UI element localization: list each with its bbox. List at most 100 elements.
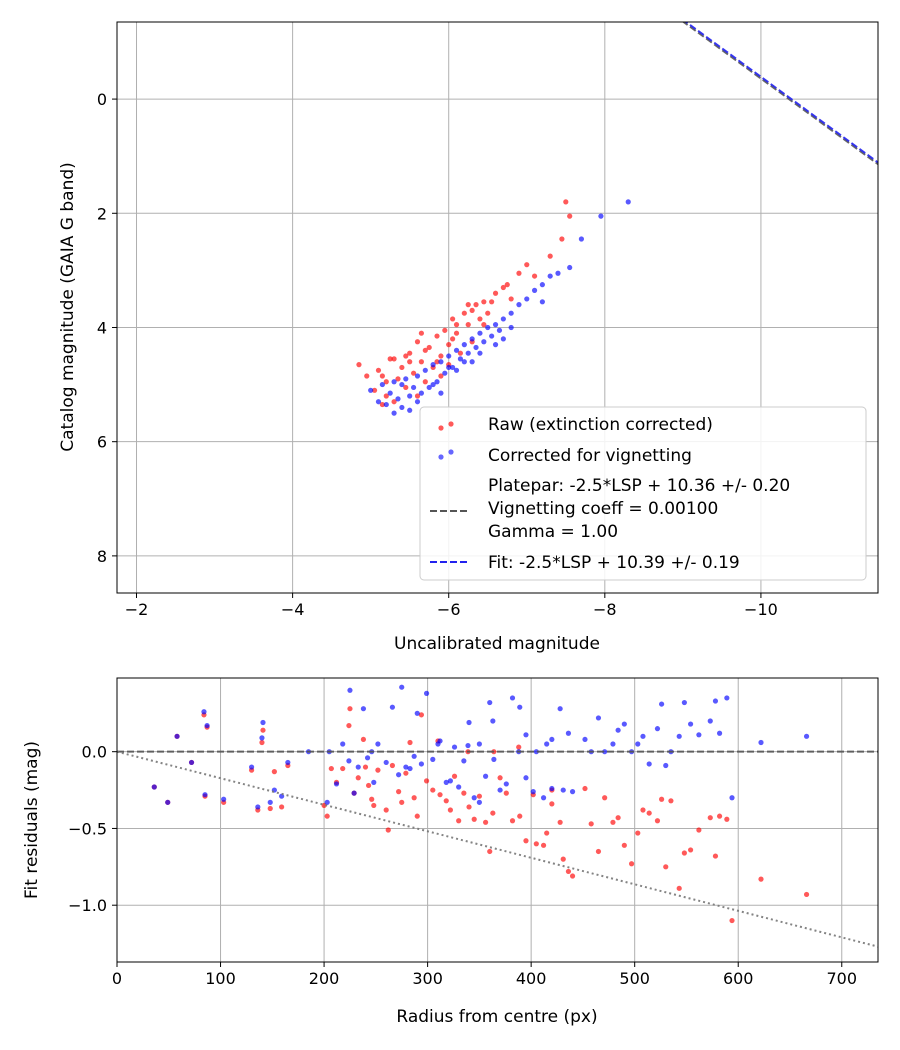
data-point [364,755,371,761]
data-point [485,310,491,316]
x-tick-label: −10 [744,600,778,619]
data-point [663,864,669,870]
data-point [602,749,608,755]
data-point [414,399,421,405]
data-point [471,795,477,801]
data-point [485,324,491,331]
y-tick-label: 2 [97,204,107,223]
data-point [450,316,456,322]
data-point [422,379,428,385]
data-point [360,706,367,712]
data-point [492,290,499,296]
bottom-plot-area [117,684,878,948]
legend-label-raw: Raw (extinction corrected) [488,415,713,435]
data-point [260,719,266,726]
data-point [418,761,424,767]
data-point [465,302,471,308]
data-point [387,390,393,396]
data-point [451,744,458,750]
series-line [684,22,878,164]
data-point [457,350,464,356]
data-point [476,799,482,805]
data-point [803,891,810,898]
data-point [724,695,730,701]
data-point [438,359,444,365]
data-point [422,347,428,353]
data-point [487,848,493,855]
data-point [267,805,273,812]
data-point [399,799,405,805]
data-point [285,759,291,766]
data-point [371,387,378,393]
legend-marker-raw [448,421,454,427]
legend-label-gamma: Gamma = 1.00 [488,522,618,542]
data-point [383,401,389,408]
data-point [473,344,479,351]
data-point [681,850,687,856]
y-tick-label: 0.0 [82,743,107,762]
top-plot-area [356,22,878,416]
data-point [340,765,346,772]
data-point [411,795,417,801]
data-point [407,407,413,413]
data-point [435,741,441,747]
data-point [621,721,627,727]
data-point [524,296,530,302]
data-point [549,785,555,792]
data-point [469,359,475,365]
data-point [560,787,566,793]
data-point [533,749,539,755]
data-point [758,876,764,882]
data-point [628,861,635,867]
data-point [492,322,499,328]
data-point [202,792,208,798]
data-point [174,733,180,739]
data-point [696,732,702,738]
data-point [531,287,538,293]
data-point [447,778,453,784]
data-point [438,353,444,359]
data-point [403,353,409,359]
data-point [395,376,401,382]
data-point [803,733,810,739]
data-point [461,758,467,764]
data-point [375,399,382,405]
data-point [578,236,585,242]
data-point [595,715,602,721]
data-point [490,810,496,816]
data-point [442,370,448,376]
data-point [371,802,377,809]
data-point [360,736,367,743]
data-point [453,330,460,336]
data-point [615,815,621,821]
data-point [248,764,255,770]
data-point [333,781,340,787]
data-point [500,284,506,291]
data-point [524,262,530,268]
data-point [565,868,572,875]
data-point [430,756,436,762]
y-tick-label: 4 [97,318,107,337]
data-point [530,789,536,795]
data-point [567,213,573,219]
data-point [598,213,604,219]
data-point [477,330,483,336]
data-point [443,779,449,785]
data-point [410,384,417,391]
x-tick-label: 400 [516,969,547,988]
data-point [559,236,565,242]
data-point [407,765,413,772]
data-point [509,695,516,701]
data-point [340,741,346,747]
data-point [422,367,428,373]
data-point [676,733,682,739]
legend-box [419,406,867,581]
data-point [356,362,362,368]
data-point [610,741,616,747]
data-point [418,390,424,396]
data-point [640,733,646,739]
data-point [456,818,462,824]
data-point [259,735,265,741]
data-point [681,699,687,706]
